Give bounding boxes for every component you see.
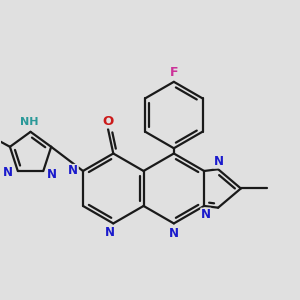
Text: N: N bbox=[169, 227, 179, 240]
Text: NH: NH bbox=[20, 117, 38, 127]
Text: N: N bbox=[105, 226, 115, 239]
Text: N: N bbox=[214, 155, 224, 168]
Text: F: F bbox=[169, 65, 178, 79]
Text: N: N bbox=[47, 168, 57, 181]
Text: N: N bbox=[3, 166, 13, 179]
Text: N: N bbox=[201, 208, 211, 221]
Text: N: N bbox=[68, 164, 78, 178]
Text: O: O bbox=[102, 115, 114, 128]
